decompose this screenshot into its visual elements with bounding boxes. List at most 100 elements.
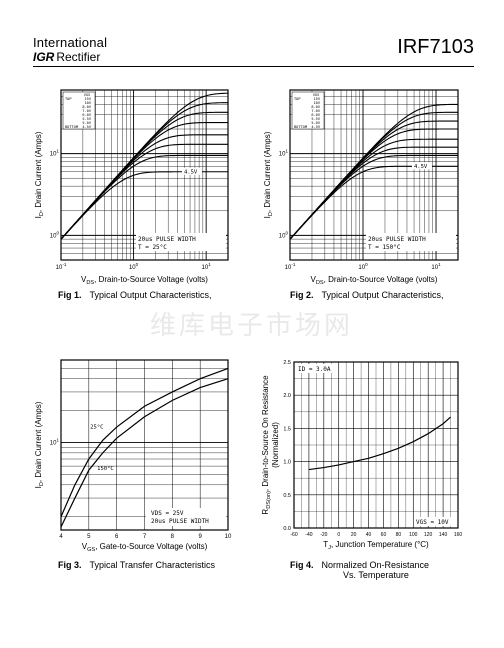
fig2-legend-label: TOP xyxy=(294,97,301,101)
fig4-caption: Fig 4. Normalized On-Resistance Vs. Temper… xyxy=(290,560,429,580)
fig1-legend-value: 7.0V xyxy=(82,109,91,113)
fig3-frame xyxy=(60,359,229,531)
fig1-caption: Fig 1. Typical Output Characteristics, xyxy=(58,290,212,300)
fig4-caption-num: Fig 4. xyxy=(290,560,314,570)
fig1-legend-value: 8.0V xyxy=(82,105,91,109)
fig2-ytick: 100 xyxy=(279,230,289,239)
fig4-caption-text2: Vs. Temperature xyxy=(343,570,409,580)
fig1-xtick: 101 xyxy=(202,262,212,271)
fig3-xtick: 10 xyxy=(225,534,232,540)
fig4-ytick: 2.0 xyxy=(283,393,291,399)
watermark: 维库电子市场网 xyxy=(150,311,354,341)
fig4-curve xyxy=(308,416,451,471)
fig3-caption-num: Fig 3. xyxy=(58,560,82,570)
fig1-ytick: 101 xyxy=(50,149,60,158)
fig3-xtick: 5 xyxy=(87,534,91,540)
fig3-ytick: 101 xyxy=(50,438,60,447)
fig4-xtick: 60 xyxy=(381,532,387,538)
fig3-xtick: 4 xyxy=(59,534,63,540)
header-rule xyxy=(33,66,474,67)
fig2-legend-value: 4.5V xyxy=(311,125,320,129)
fig4-xtick: 40 xyxy=(366,532,372,538)
fig4-annot-id-bg xyxy=(296,364,336,373)
fig4-xtick: 120 xyxy=(424,532,433,538)
fig1-caption-num: Fig 1. xyxy=(58,290,82,300)
fig1-legend-value: 5.0V xyxy=(82,121,91,125)
fig4-xtick: 20 xyxy=(351,532,357,538)
fig2-xlabel: VDS, Drain-to-Source Voltage (volts) xyxy=(311,275,438,286)
fig2-annot-vgs-bg xyxy=(412,162,432,170)
fig3-caption-text: Typical Transfer Characteristics xyxy=(89,560,216,570)
fig2-caption-num: Fig 2. xyxy=(290,290,314,300)
fig4-frame xyxy=(293,361,459,529)
fig2-legend-title: VGS xyxy=(313,93,320,97)
fig3-xtick: 6 xyxy=(115,534,119,540)
fig1-legend-label: TOP xyxy=(65,97,72,101)
fig3-series-label-150c: 150°C xyxy=(97,466,114,472)
fig1-annot-bg xyxy=(136,233,226,251)
fig3-annot-bg xyxy=(146,508,226,526)
fig1-xtick: 100 xyxy=(129,262,139,271)
fig3-xtick: 8 xyxy=(171,534,175,540)
fig4-xtick: -60 xyxy=(290,532,297,538)
fig2-legend-value: 15V xyxy=(314,97,321,101)
brand-logo: International IGR Rectifier xyxy=(33,35,108,65)
fig1-caption-text: Typical Output Characteristics, xyxy=(89,290,212,300)
fig4-xtick: 140 xyxy=(439,532,448,538)
fig2-annot-pulse: 20us PULSE WIDTH xyxy=(368,236,426,243)
fig1-frame xyxy=(60,89,229,261)
fig1-legend-value: 15V xyxy=(85,97,92,101)
fig2-xtick: 100 xyxy=(358,262,368,271)
fig3-curve-1 xyxy=(60,378,229,528)
ir-logo: IGR xyxy=(33,50,55,64)
fig4-ytick: 0.0 xyxy=(283,526,291,532)
fig4-xtick: 80 xyxy=(396,532,402,538)
fig4-annot-vgs-bg xyxy=(414,517,456,526)
fig1-legend-value: 10V xyxy=(85,101,92,105)
fig4-ylabel: RDS(on), Drain-to-Source On Resistance(N… xyxy=(261,375,280,515)
fig2-ytick: 101 xyxy=(279,149,289,158)
fig1-annot-vgs-bg xyxy=(182,167,202,175)
fig1-legend-box xyxy=(62,91,96,130)
fig2-legend-value: 10V xyxy=(314,101,321,105)
brand-line1: International xyxy=(33,35,108,50)
fig2-chart: 10-1 100 101 100 101 VGS TOP 15V10V8.0V7.0V6.0V… xyxy=(263,89,459,286)
fig2-legend-value: 5.5V xyxy=(311,117,320,121)
fig1-xtick: 10-1 xyxy=(56,262,67,271)
fig1-annot-vgs: 4.5V xyxy=(184,169,198,175)
part-number: IRF7103 xyxy=(397,36,474,58)
fig4-chart: -60 -40 -20 0 20 40 60 80 100 120 140 160 0.0 0.5 1.0 1… xyxy=(261,360,462,551)
fig4-ytick: 0.5 xyxy=(283,493,291,499)
fig1-legend-value: 6.0V xyxy=(82,113,91,117)
fig1-chart: 10-1 100 101 100 101 VGS TOP 15V10V8.0V7.0V6.0V… xyxy=(34,89,229,286)
fig4-caption-text: Normalized On-Resistance xyxy=(321,560,430,570)
fig2-frame xyxy=(289,89,459,261)
fig1-legend-value: 5.5V xyxy=(82,117,91,121)
fig1-legend-label: BOTTOM xyxy=(65,125,79,129)
fig3-curve-0 xyxy=(60,367,229,517)
fig4-xlabel: TJ, Junction Temperature (°C) xyxy=(323,540,429,551)
fig1-annot-temp: T = 25°C xyxy=(138,244,167,251)
fig2-legend-value: 6.0V xyxy=(311,113,320,117)
fig3-xtick: 7 xyxy=(143,534,147,540)
fig3-xtick: 9 xyxy=(198,534,202,540)
fig2-legend-box xyxy=(291,91,325,130)
fig4-ytick: 2.5 xyxy=(283,360,291,366)
fig4-ytick: 1.5 xyxy=(283,426,291,432)
fig4-xtick: -20 xyxy=(320,532,327,538)
fig1-ylabel: ID, Drain Current (Amps) xyxy=(34,131,45,218)
fig2-annot-temp: T = 150°C xyxy=(368,244,401,251)
fig2-caption-text: Typical Output Characteristics, xyxy=(321,290,444,300)
fig2-annot-bg xyxy=(366,233,456,251)
fig2-legend-value: 7.0V xyxy=(311,109,320,113)
fig4-ytick: 1.0 xyxy=(283,460,291,466)
fig4-xtick: 0 xyxy=(337,532,340,538)
fig4-xtick: 160 xyxy=(454,532,463,538)
fig1-ytick: 100 xyxy=(50,230,60,239)
fig1-legend-value: 4.5V xyxy=(82,125,91,129)
fig1-xlabel: VDS, Drain-to-Source Voltage (volts) xyxy=(81,275,208,286)
